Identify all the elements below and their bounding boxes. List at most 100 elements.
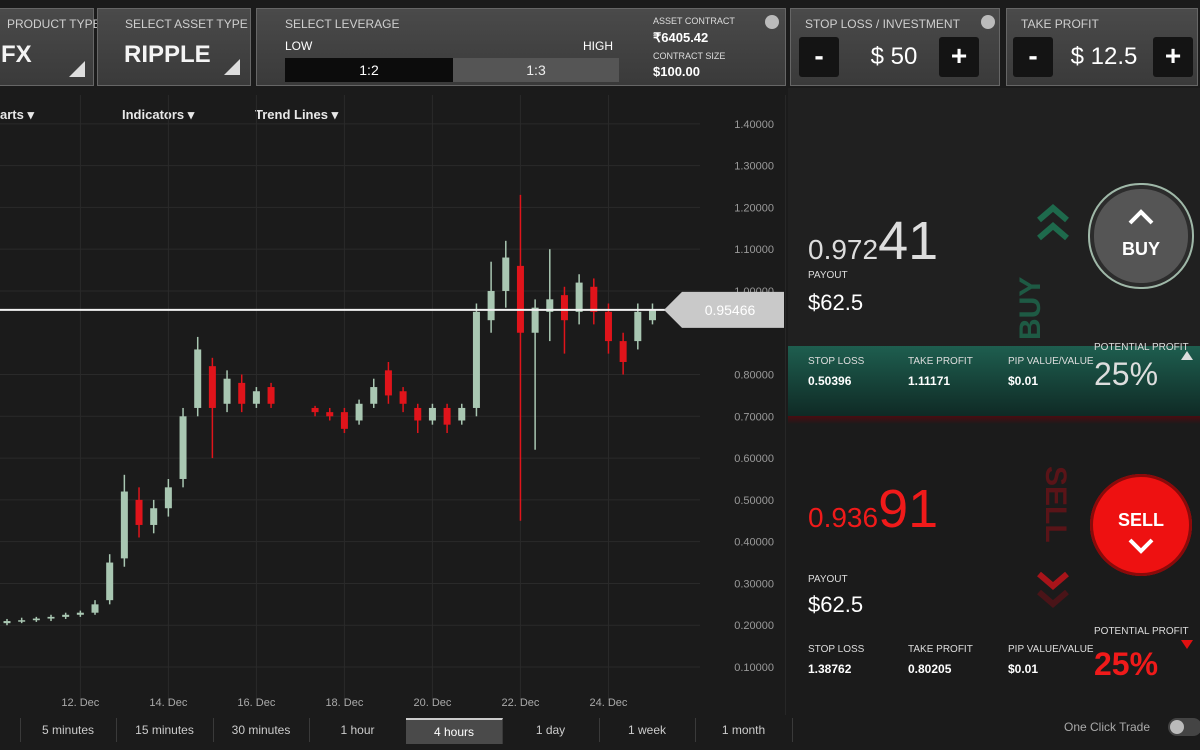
candle-body bbox=[47, 616, 55, 619]
take-profit: 1.11171 bbox=[908, 374, 951, 388]
candle-body bbox=[238, 382, 246, 404]
candle-body bbox=[472, 311, 480, 408]
size-label: CONTRACT SIZE bbox=[653, 51, 726, 61]
candle-body bbox=[340, 412, 348, 429]
candle-body bbox=[546, 299, 554, 312]
y-tick-label: 1.20000 bbox=[734, 202, 774, 214]
x-tick-label: 16. Dec bbox=[237, 697, 275, 709]
candle-body bbox=[399, 391, 407, 404]
info-icon[interactable] bbox=[981, 15, 995, 29]
pip-label: PIP VALUE/VALUE bbox=[1008, 644, 1094, 655]
timeframe-button[interactable]: 1 week bbox=[599, 718, 696, 742]
menu-label: Trend Lines bbox=[255, 107, 328, 122]
sell-details: STOP LOSS 1.38762 TAKE PROFIT 0.80205 PI… bbox=[788, 626, 1200, 696]
label: SELECT LEVERAGE bbox=[285, 17, 400, 31]
leverage-panel: SELECT LEVERAGE LOW HIGH 1:2 1:3 ASSET C… bbox=[256, 8, 786, 86]
y-tick-label: 0.20000 bbox=[734, 620, 774, 632]
button-label: SELL bbox=[1117, 510, 1164, 530]
candle-body bbox=[590, 286, 598, 312]
candle-body bbox=[208, 366, 216, 408]
x-tick-label: 22. Dec bbox=[501, 697, 539, 709]
take-profit-panel: TAKE PROFIT - $ 12.5 + bbox=[1006, 8, 1198, 86]
charts-menu[interactable]: arts ▾ bbox=[0, 107, 34, 122]
stop-loss-label: STOP LOSS bbox=[808, 644, 865, 655]
label: STOP LOSS / INVESTMENT bbox=[805, 17, 960, 31]
price-tag bbox=[664, 291, 784, 328]
candle-body bbox=[311, 407, 319, 413]
chevron-up bbox=[1128, 209, 1154, 225]
candle-body bbox=[604, 311, 612, 342]
leverage-option[interactable]: 1:3 bbox=[453, 58, 619, 82]
candle-body bbox=[164, 487, 172, 509]
y-tick-label: 0.80000 bbox=[734, 370, 774, 382]
asset-panel[interactable]: SELECT ASSET TYPE RIPPLE bbox=[97, 8, 251, 86]
candle-body bbox=[355, 403, 363, 421]
stop-loss: 1.38762 bbox=[808, 662, 852, 676]
candle-body bbox=[150, 508, 158, 525]
chevrons bbox=[1037, 571, 1069, 608]
minus-button[interactable]: - bbox=[1013, 37, 1053, 77]
profit: 25% bbox=[1094, 646, 1159, 682]
candle-body bbox=[619, 341, 627, 362]
divider bbox=[788, 416, 1200, 424]
leverage-option[interactable]: 1:2 bbox=[285, 58, 453, 82]
x-tick-label: 24. Dec bbox=[590, 697, 628, 709]
y-tick-label: 0.60000 bbox=[734, 453, 774, 465]
timeframe-button[interactable] bbox=[0, 718, 21, 742]
candle-body bbox=[194, 349, 202, 408]
plus-button[interactable]: + bbox=[1153, 37, 1193, 77]
timeframe-button[interactable]: 5 minutes bbox=[20, 718, 117, 742]
candle-body bbox=[370, 387, 378, 404]
price-tag-label: 0.95466 bbox=[705, 302, 756, 318]
low-label: LOW bbox=[285, 39, 313, 53]
take-profit-label: TAKE PROFIT bbox=[908, 644, 973, 655]
sell-section: 0.93691 PAYOUT $62.5 SELL SELL bbox=[788, 424, 1200, 634]
label: SELECT ASSET TYPE bbox=[125, 17, 248, 31]
timeframe-button[interactable]: 1 month bbox=[696, 718, 793, 742]
candle-body bbox=[502, 257, 510, 291]
timeframe-button[interactable]: 15 minutes bbox=[117, 718, 214, 742]
minus-button[interactable]: - bbox=[799, 37, 839, 77]
x-tick-label: 14. Dec bbox=[149, 697, 187, 709]
candle-body bbox=[135, 499, 143, 525]
info-icon[interactable] bbox=[765, 15, 779, 29]
timeframe-button[interactable]: 30 minutes bbox=[213, 718, 310, 742]
candle-body bbox=[575, 282, 583, 312]
y-tick-label: 1.30000 bbox=[734, 161, 774, 173]
pip-label: PIP VALUE/VALUE bbox=[1008, 356, 1094, 367]
timeframe-button[interactable]: 4 hours bbox=[406, 718, 503, 744]
price-main: 0.936 bbox=[808, 502, 879, 533]
take-profit: 0.80205 bbox=[908, 662, 952, 676]
timeframe-button[interactable]: 1 day bbox=[503, 718, 600, 742]
payout: $62.5 bbox=[808, 290, 864, 315]
candle-body bbox=[18, 620, 26, 622]
take-profit-label: TAKE PROFIT bbox=[908, 356, 973, 367]
trend-lines-menu[interactable]: Trend Lines ▾ bbox=[255, 107, 339, 122]
contract-label: ASSET CONTRACT bbox=[653, 16, 735, 26]
profit-label: POTENTIAL PROFIT bbox=[1094, 626, 1189, 637]
candle-body bbox=[179, 416, 187, 479]
candle-body bbox=[106, 562, 114, 601]
dropdown-icon bbox=[224, 59, 240, 75]
stop-loss: 0.50396 bbox=[808, 374, 852, 388]
one-click-toggle[interactable] bbox=[1168, 718, 1200, 736]
sell-button[interactable]: SELL bbox=[1090, 474, 1192, 576]
y-tick-label: 1.10000 bbox=[734, 244, 774, 256]
candle-body bbox=[531, 307, 539, 333]
y-tick-label: 0.50000 bbox=[734, 495, 774, 507]
buy-button[interactable]: BUY bbox=[1088, 183, 1194, 289]
profit: 25% bbox=[1094, 356, 1159, 392]
pip: $0.01 bbox=[1008, 374, 1039, 388]
up-arrow bbox=[1181, 351, 1193, 360]
candle-body bbox=[458, 407, 466, 421]
product-panel[interactable]: PRODUCT TYPE FX bbox=[0, 8, 101, 86]
timeframe-button[interactable]: 1 hour bbox=[310, 718, 407, 742]
candle-body bbox=[267, 387, 275, 404]
plus-button[interactable]: + bbox=[939, 37, 979, 77]
candle-body bbox=[62, 614, 70, 617]
pip: $0.01 bbox=[1008, 662, 1039, 676]
stop-loss-panel: STOP LOSS / INVESTMENT - $ 50 + bbox=[790, 8, 1000, 86]
button-label: BUY bbox=[1121, 239, 1160, 259]
candle-body bbox=[487, 290, 495, 321]
